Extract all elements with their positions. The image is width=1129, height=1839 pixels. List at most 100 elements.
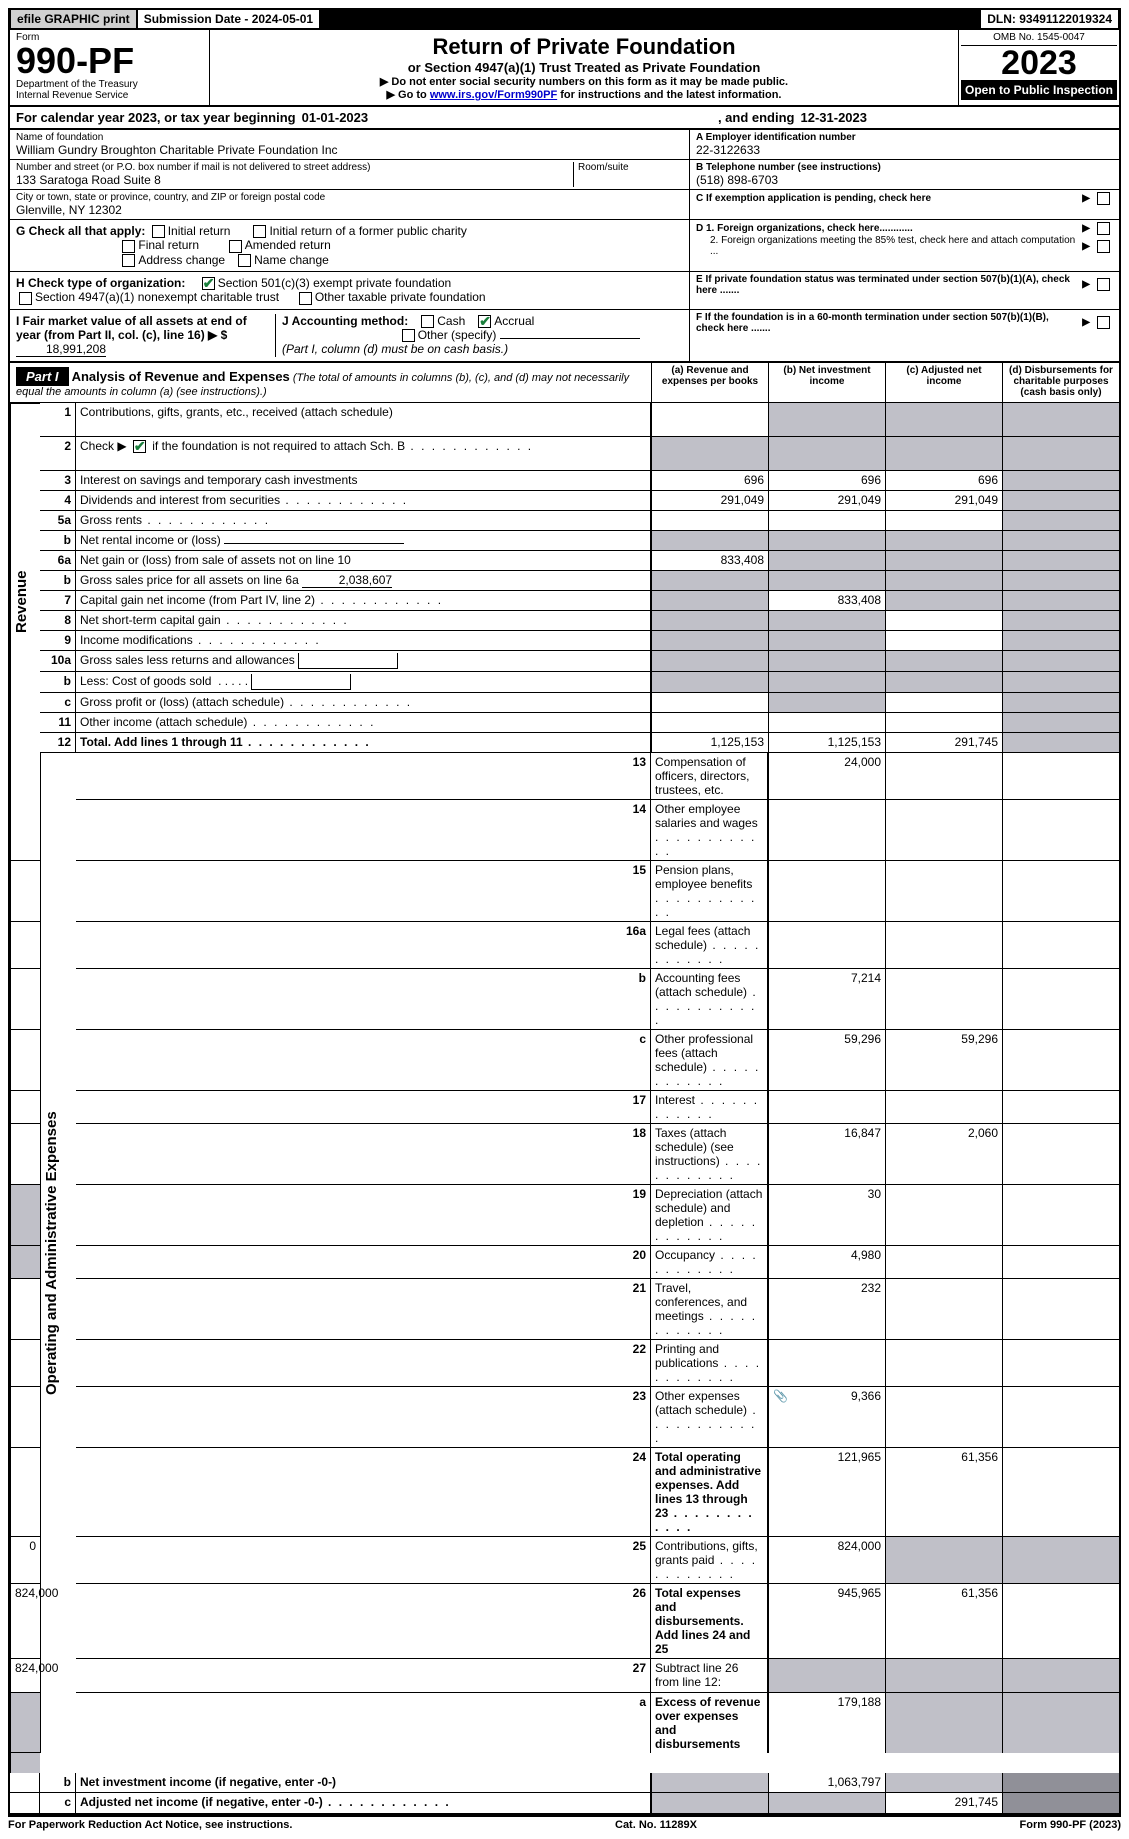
- calendar-year-row: For calendar year 2023, or tax year begi…: [8, 107, 1121, 130]
- r16a-label: Legal fees (attach schedule): [651, 922, 768, 969]
- submission-date: Submission Date - 2024-05-01: [137, 9, 320, 29]
- i-label: I Fair market value of all assets at end…: [16, 314, 247, 342]
- expenses-side: Operating and Administrative Expenses: [40, 753, 76, 1753]
- city-value: Glenville, NY 12302: [16, 203, 122, 217]
- g-initial-former[interactable]: [253, 225, 266, 238]
- r16c-label: Other professional fees (attach schedule…: [651, 1030, 768, 1091]
- foundation-name: William Gundry Broughton Charitable Priv…: [16, 143, 338, 157]
- j-cash[interactable]: [421, 315, 434, 328]
- g-amended[interactable]: [229, 240, 242, 253]
- form-title: Return of Private Foundation: [214, 34, 954, 60]
- r10a-label: Gross sales less returns and allowances: [76, 651, 651, 672]
- g-label: G Check all that apply:: [16, 224, 145, 238]
- r22-label: Printing and publications: [651, 1340, 768, 1387]
- year-begin: 01-01-2023: [302, 110, 369, 125]
- warn-1: ▶ Do not enter social security numbers o…: [214, 75, 954, 88]
- r19-label: Depreciation (attach schedule) and deple…: [651, 1185, 768, 1246]
- e-checkbox[interactable]: [1097, 278, 1110, 291]
- revenue-side: Revenue: [10, 403, 40, 800]
- r3-label: Interest on savings and temporary cash i…: [76, 471, 651, 491]
- h-501c3[interactable]: [202, 277, 215, 290]
- r18-label: Taxes (attach schedule) (see instruction…: [651, 1124, 768, 1185]
- tax-year: 2023: [961, 46, 1117, 80]
- col-a-head: (a) Revenue and expenses per books: [651, 363, 768, 402]
- r4-label: Dividends and interest from securities: [76, 491, 651, 511]
- r27b-label: Net investment income (if negative, ente…: [76, 1773, 651, 1793]
- part1-title: Analysis of Revenue and Expenses: [72, 369, 290, 384]
- top-bar: efile GRAPHIC print Submission Date - 20…: [8, 8, 1121, 30]
- r21-label: Travel, conferences, and meetings: [651, 1279, 768, 1340]
- r7-label: Capital gain net income (from Part IV, l…: [76, 591, 651, 611]
- r27c-label: Adjusted net income (if negative, enter …: [76, 1793, 651, 1813]
- r8-label: Net short-term capital gain: [76, 611, 651, 631]
- form-subtitle: or Section 4947(a)(1) Trust Treated as P…: [214, 60, 954, 75]
- footer-left: For Paperwork Reduction Act Notice, see …: [8, 1819, 292, 1831]
- g-final[interactable]: [122, 240, 135, 253]
- r14-label: Other employee salaries and wages: [651, 800, 768, 861]
- r17-label: Interest: [651, 1091, 768, 1124]
- r24-label: Total operating and administrative expen…: [651, 1448, 768, 1537]
- irs-link[interactable]: www.irs.gov/Form990PF: [430, 89, 557, 101]
- name-label: Name of foundation: [16, 132, 103, 143]
- r16b-label: Accounting fees (attach schedule): [651, 969, 768, 1030]
- col-d-head: (d) Disbursements for charitable purpose…: [1002, 363, 1119, 402]
- r5a-label: Gross rents: [76, 511, 651, 531]
- c-checkbox[interactable]: [1097, 192, 1110, 205]
- r2-label: Check ▶ if the foundation is not require…: [76, 437, 651, 471]
- d1-label: D 1. Foreign organizations, check here..…: [696, 223, 913, 234]
- r10b-label: Less: Cost of goods sold . . . . .: [76, 672, 651, 693]
- form-number: 990-PF: [16, 43, 203, 79]
- phone-label: B Telephone number (see instructions): [696, 162, 881, 173]
- open-public: Open to Public Inspection: [961, 80, 1117, 100]
- r6a-label: Net gain or (loss) from sale of assets n…: [76, 551, 651, 571]
- part1: Part I Analysis of Revenue and Expenses …: [8, 363, 1121, 1815]
- attachment-icon[interactable]: 📎: [773, 1389, 788, 1403]
- tail-rows: bNet investment income (if negative, ent…: [10, 1773, 1119, 1813]
- r27-label: Subtract line 26 from line 12:: [651, 1659, 768, 1693]
- ein-label: A Employer identification number: [696, 132, 856, 143]
- g-initial[interactable]: [152, 225, 165, 238]
- warn-2: ▶ Go to www.irs.gov/Form990PF for instru…: [214, 88, 954, 101]
- col-c-head: (c) Adjusted net income: [885, 363, 1002, 402]
- r11-label: Other income (attach schedule): [76, 713, 651, 733]
- r1-label: Contributions, gifts, grants, etc., rece…: [76, 403, 651, 437]
- addr-value: 133 Saratoga Road Suite 8: [16, 173, 161, 187]
- footer-mid: Cat. No. 11289X: [615, 1819, 697, 1831]
- efile-print: efile GRAPHIC print: [10, 9, 137, 29]
- h-other[interactable]: [299, 292, 312, 305]
- entity-info: Name of foundation William Gundry Brough…: [8, 130, 1121, 363]
- r13-label: Compensation of officers, directors, tru…: [651, 753, 768, 800]
- r5b-label: Net rental income or (loss): [76, 531, 651, 551]
- footer: For Paperwork Reduction Act Notice, see …: [8, 1815, 1121, 1831]
- h-label: H Check type of organization:: [16, 276, 185, 290]
- r9-label: Income modifications: [76, 631, 651, 651]
- city-label: City or town, state or province, country…: [16, 192, 325, 203]
- r12-label: Total. Add lines 1 through 11: [76, 733, 651, 753]
- j-note: (Part I, column (d) must be on cash basi…: [282, 342, 508, 356]
- h-4947[interactable]: [19, 292, 32, 305]
- j-accrual[interactable]: [478, 315, 491, 328]
- room-label: Room/suite: [578, 162, 629, 173]
- d2-checkbox[interactable]: [1097, 240, 1110, 253]
- col-b-head: (b) Net investment income: [768, 363, 885, 402]
- r2-checkbox[interactable]: [133, 440, 146, 453]
- ein-value: 22-3122633: [696, 143, 760, 157]
- r15-label: Pension plans, employee benefits: [651, 861, 768, 922]
- d1-checkbox[interactable]: [1097, 222, 1110, 235]
- phone-value: (518) 898-6703: [696, 173, 778, 187]
- g-address[interactable]: [122, 254, 135, 267]
- r26-label: Total expenses and disbursements. Add li…: [651, 1584, 768, 1659]
- d2-label: 2. Foreign organizations meeting the 85%…: [696, 235, 1078, 257]
- footer-right: Form 990-PF (2023): [1020, 1819, 1121, 1831]
- f-checkbox[interactable]: [1097, 316, 1110, 329]
- i-value: 18,991,208: [16, 342, 106, 357]
- f-label: F If the foundation is in a 60-month ter…: [696, 312, 1049, 334]
- j-label: J Accounting method:: [282, 314, 408, 328]
- g-name[interactable]: [238, 254, 251, 267]
- j-other[interactable]: [402, 329, 415, 342]
- r20-label: Occupancy: [651, 1246, 768, 1279]
- r27a-label: Excess of revenue over expenses and disb…: [651, 1693, 768, 1753]
- addr-label: Number and street (or P.O. box number if…: [16, 162, 370, 173]
- r25-label: Contributions, gifts, grants paid: [651, 1537, 768, 1584]
- form-header: Form 990-PF Department of the Treasury I…: [8, 30, 1121, 107]
